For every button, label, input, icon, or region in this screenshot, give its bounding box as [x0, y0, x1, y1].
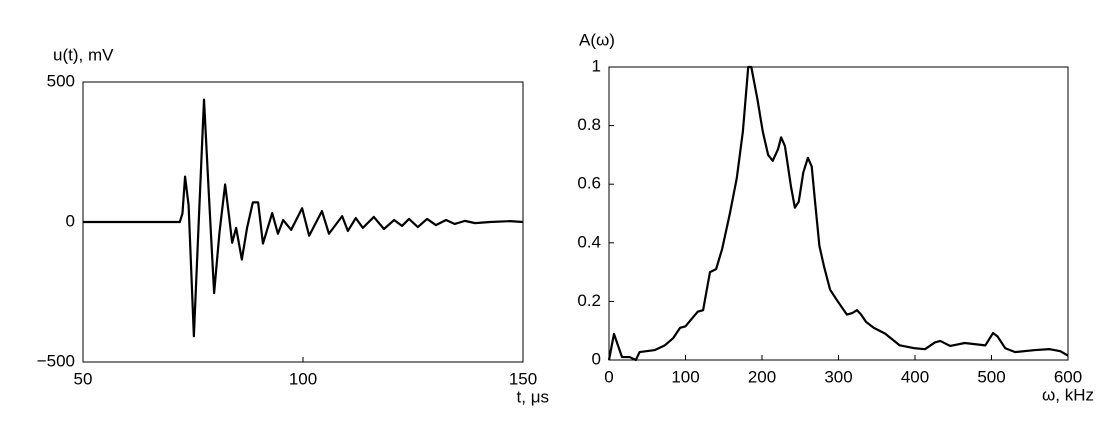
y-tick-label: 0.8: [577, 115, 601, 134]
y-tick-label: 500: [47, 71, 75, 90]
x-axis-label: t, μs: [517, 387, 549, 406]
x-tick-label: 50: [74, 369, 93, 388]
y-tick-label: 0.6: [577, 174, 601, 193]
y-axis-label: A(ω): [579, 30, 615, 49]
x-tick-label: 300: [824, 367, 852, 386]
x-tick-label: 500: [977, 367, 1005, 386]
signal-line: [83, 98, 524, 338]
y-axis-label: u(t), mV: [53, 45, 114, 64]
x-tick-label: 100: [289, 369, 317, 388]
x-tick-label: 200: [748, 367, 776, 386]
y-tick-label: 1: [592, 56, 601, 75]
plot-frame: [608, 66, 1069, 361]
x-tick-label: 100: [671, 367, 699, 386]
x-tick-label: 150: [509, 369, 537, 388]
x-tick-label: 0: [604, 367, 613, 386]
signal-line: [607, 65, 1069, 362]
y-tick-label: −500: [37, 351, 75, 370]
x-tick-label: 600: [1054, 367, 1082, 386]
y-tick-label: 0: [66, 211, 75, 230]
y-tick-label: 0.4: [577, 232, 601, 251]
y-tick-label: 0: [592, 349, 601, 368]
x-axis-label: ω, kHz: [1042, 385, 1094, 404]
y-tick-label: 0.2: [577, 291, 601, 310]
x-tick-label: 400: [901, 367, 929, 386]
